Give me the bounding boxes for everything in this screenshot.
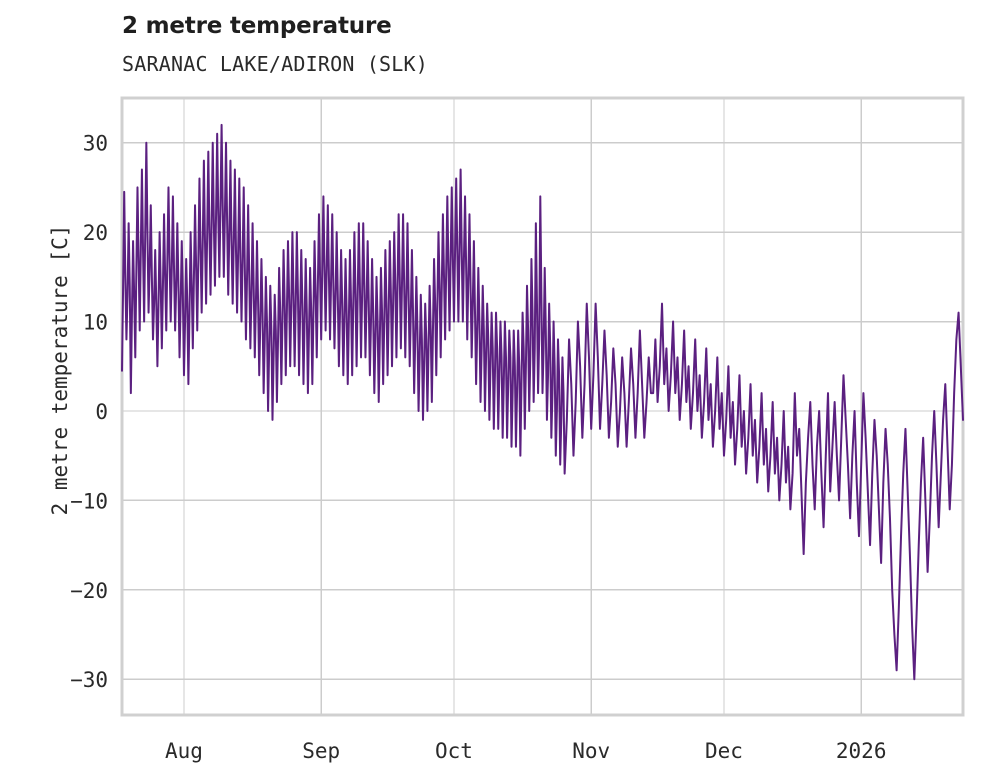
- y-tick-label-0: 0: [95, 400, 108, 424]
- x-tick-label-2026: 2026: [836, 739, 887, 763]
- page-title: 2 metre temperature: [122, 13, 392, 39]
- y-gridlines: [122, 142, 963, 680]
- y-tick-label-10: 10: [83, 311, 108, 335]
- x-tick-label-Dec: Dec: [705, 739, 743, 763]
- x-tick-label-Oct: Oct: [435, 739, 473, 763]
- x-tick-label-Sep: Sep: [302, 739, 340, 763]
- y-tick-label--30: −30: [70, 668, 108, 692]
- x-tick-label-Nov: Nov: [572, 739, 610, 763]
- y-tick-labels: 30 20 10 0 −10 −20 −30: [70, 132, 108, 693]
- x-tick-label-Aug: Aug: [165, 739, 203, 763]
- y-tick-label-20: 20: [83, 221, 108, 245]
- chart-subtitle-station: SARANAC LAKE/ADIRON (SLK): [122, 52, 429, 76]
- y-tick-label--10: −10: [70, 489, 108, 513]
- series-line-0: [121, 123, 964, 681]
- data-series: [121, 123, 964, 681]
- plot-border: [120, 96, 965, 717]
- y-tick-label--20: −20: [70, 579, 108, 603]
- y-tick-label-30: 30: [83, 132, 108, 156]
- x-tick-labels: Aug Sep Oct Nov Dec 2026: [165, 739, 886, 763]
- x-gridlines: [183, 98, 862, 715]
